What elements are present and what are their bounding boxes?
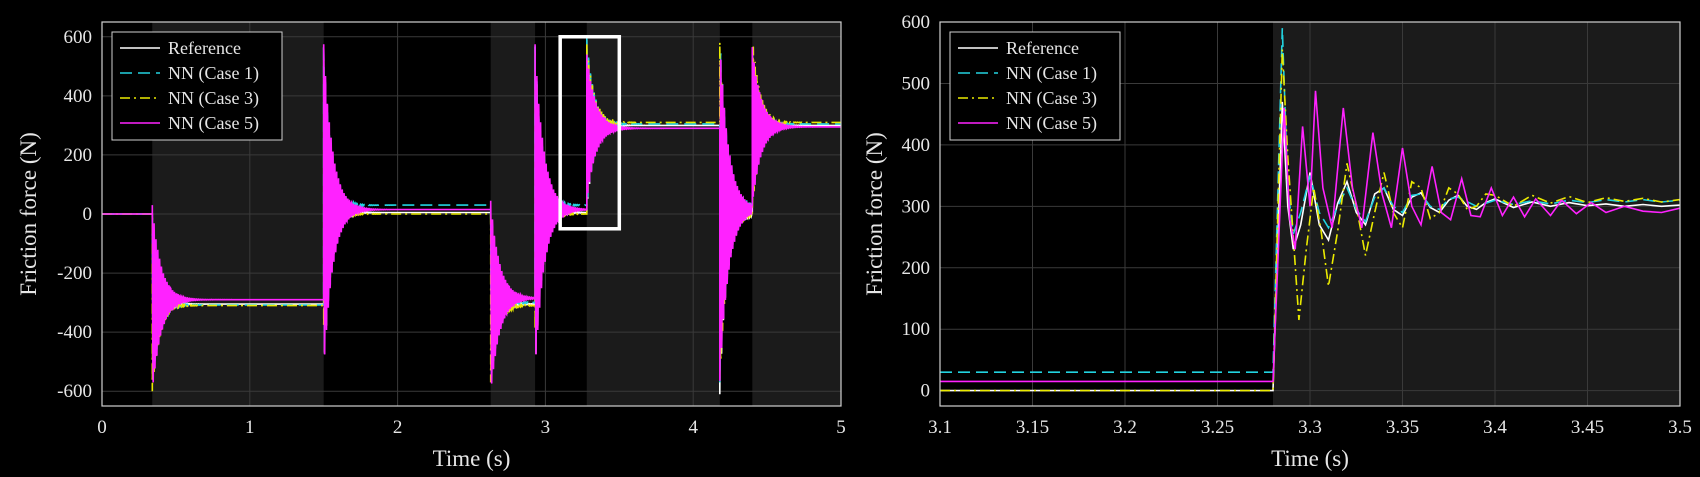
legend-label: NN (Case 1) — [1006, 63, 1097, 84]
x-tick-label: 1 — [245, 417, 255, 438]
legend-label: NN (Case 5) — [168, 113, 259, 134]
x-tick-label: 3.25 — [1201, 417, 1234, 438]
y-axis-label: Friction force (N) — [16, 132, 41, 296]
axes-frame — [101, 21, 842, 407]
plot-area — [102, 38, 841, 395]
series-line-1 — [940, 101, 1680, 392]
x-tick-label: 3.45 — [1571, 417, 1604, 438]
chart-zoomed-response: 3.1 3.15 3.2 3.25 3.3 3.35 3.4 3.45 3.5 0 100 200 30… — [862, 12, 1692, 471]
series-line-4 — [940, 90, 1680, 383]
legend-label: NN (Case 3) — [168, 88, 259, 109]
legend-box — [111, 31, 283, 141]
x-axis-label: Time (s) — [1271, 446, 1349, 471]
axes-frame — [939, 21, 1681, 407]
y-tick-label: 0 — [921, 381, 931, 402]
series-line-3 — [940, 49, 1680, 392]
x-tick-label: 3.5 — [1668, 417, 1692, 438]
x-tick-label: 3.3 — [1298, 417, 1322, 438]
y-tick-label: -400 — [57, 322, 92, 343]
x-tick-label: 3 — [541, 417, 551, 438]
x-tick-label: 3.2 — [1113, 417, 1137, 438]
series-line-4 — [102, 44, 841, 384]
x-axis-label: Time (s) — [433, 446, 511, 471]
legend-label: NN (Case 3) — [1006, 88, 1097, 109]
series-line-2 — [940, 28, 1680, 373]
legend-label: Reference — [168, 38, 241, 58]
x-tick-label: 3.4 — [1483, 417, 1507, 438]
x-tick-label: 3.15 — [1016, 417, 1049, 438]
legend-label: NN (Case 5) — [1006, 113, 1097, 134]
zoom-box — [558, 35, 622, 231]
y-tick-label: 300 — [902, 196, 931, 217]
x-tick-label: 5 — [836, 417, 846, 438]
series-line-1 — [102, 39, 841, 395]
legend-label: NN (Case 1) — [168, 63, 259, 84]
x-tick-label: 4 — [688, 417, 698, 438]
y-tick-label: 600 — [64, 27, 93, 48]
y-tick-label: 400 — [902, 135, 931, 156]
legend: Reference NN (Case 1) NN (Case 3) NN (Case … — [111, 31, 283, 141]
legend-box — [949, 31, 1121, 141]
y-tick-label: -200 — [57, 263, 92, 284]
y-tick-label: 500 — [902, 73, 931, 94]
chart-full-response: 0 1 2 3 4 5 -600 -400 -200 0 200 400 600 Time (s) Fric… — [16, 21, 846, 471]
y-tick-label: 200 — [902, 258, 931, 279]
shaded-interval — [1273, 22, 1680, 406]
y-tick-label: 100 — [902, 319, 931, 340]
y-tick-label: -600 — [57, 381, 92, 402]
y-tick-label: 600 — [902, 12, 931, 33]
y-tick-label: 0 — [83, 204, 93, 225]
series-line-3 — [102, 42, 841, 392]
plot-area — [940, 28, 1680, 392]
y-tick-label: 200 — [64, 145, 93, 166]
x-tick-label: 3.35 — [1386, 417, 1419, 438]
x-tick-label: 0 — [97, 417, 107, 438]
x-tick-label: 2 — [393, 417, 403, 438]
legend: Reference NN (Case 1) NN (Case 3) NN (Case … — [949, 31, 1121, 141]
legend-label: Reference — [1006, 38, 1079, 58]
y-tick-label: 400 — [64, 86, 93, 107]
y-axis-label: Friction force (N) — [862, 132, 887, 296]
x-tick-label: 3.1 — [928, 417, 952, 438]
